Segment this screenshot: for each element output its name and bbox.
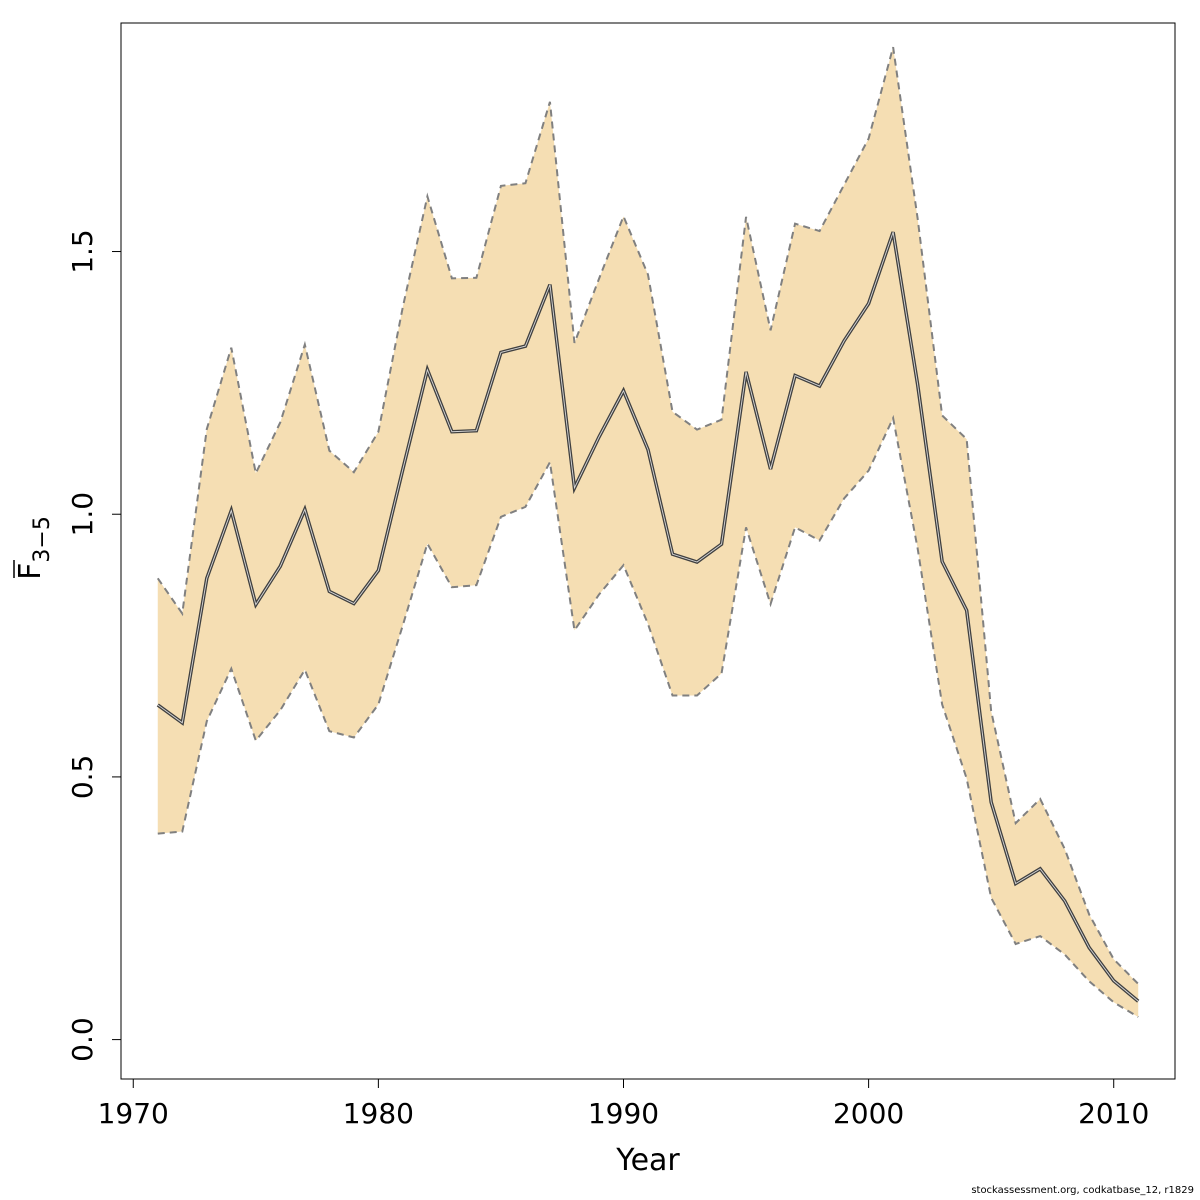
x-axis-label: Year: [615, 1143, 680, 1178]
y-axis-label-main: F: [13, 563, 48, 580]
x-axis: 1970 1980 1990 2000 2010: [98, 1078, 1149, 1130]
x-tick-label-2010: 2010: [1078, 1097, 1149, 1130]
x-tick-label-1980: 1980: [343, 1097, 414, 1130]
y-axis-label-text: F3−5: [13, 516, 55, 580]
y-axis: 0.0 0.5 1.0 1.5: [66, 229, 122, 1062]
x-tick-label-1970: 1970: [98, 1097, 169, 1130]
x-tick-label-1990: 1990: [588, 1097, 659, 1130]
upper-bound-line: [156, 46, 1139, 985]
y-axis-label: F3−5: [13, 516, 55, 580]
line-layer: [156, 46, 1140, 1018]
x-tick-label-2000: 2000: [833, 1097, 904, 1130]
estimate-line-inner: [157, 231, 1139, 1002]
source-footnote: stockassessment.org, codkatbase_12, r182…: [971, 1185, 1194, 1196]
y-tick-label-0: 0.0: [66, 1017, 99, 1062]
y-tick-label-3: 1.5: [66, 229, 99, 274]
y-axis-label-sub: 3−5: [30, 516, 55, 562]
confidence-band-layer: [157, 47, 1139, 1018]
y-tick-label-2: 1.0: [66, 492, 99, 537]
y-tick-label-1: 0.5: [66, 755, 99, 800]
lower-bound-line: [157, 414, 1139, 1018]
confidence-band: [157, 47, 1139, 1018]
